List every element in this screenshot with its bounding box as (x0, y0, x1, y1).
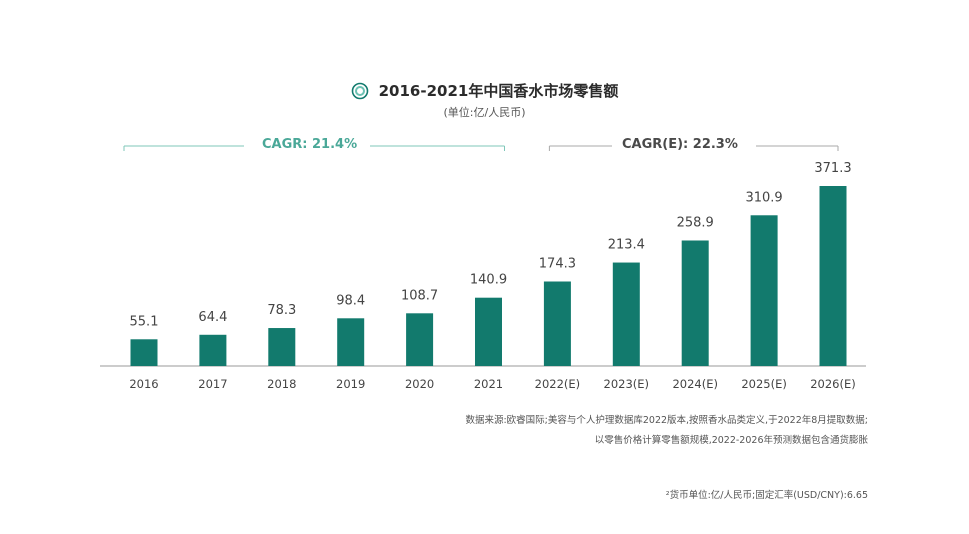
value-label-2023(E): 213.4 (608, 238, 645, 253)
x-tick-label-2019: 2019 (336, 377, 365, 391)
bar-2017 (199, 334, 227, 366)
footnote-currency: ²货币单位:亿/人民币;固定汇率(USD/CNY):6.65 (665, 490, 868, 501)
x-tick-label-2017: 2017 (198, 377, 227, 391)
value-label-2017: 64.4 (198, 310, 227, 325)
bar-2022(E) (543, 281, 571, 366)
value-label-2024(E): 258.9 (677, 215, 714, 230)
value-label-2025(E): 310.9 (745, 190, 782, 205)
bar-2019 (337, 318, 365, 366)
chart-title-block: 2016-2021年中国香水市场零售额 (0, 80, 969, 104)
bars-group (130, 186, 847, 366)
x-tick-label-2018: 2018 (267, 377, 296, 391)
footnote-source: 数据来源:欧睿国际;美容与个人护理数据库2022版本,按照香水品类定义,于202… (465, 415, 868, 426)
x-tick-labels-group: 2016 2017 2018 2019 2020 2021 2022(E) 2023(E) 20… (129, 377, 855, 391)
bar-2025(E) (750, 215, 778, 366)
value-label-2019: 98.4 (336, 293, 365, 308)
bar-2016 (130, 339, 158, 366)
x-tick-label-2020: 2020 (405, 377, 434, 391)
bar-2021 (475, 297, 502, 366)
bar-2024(E) (681, 240, 709, 366)
bar-2018 (268, 328, 296, 366)
cagr-forecast-label: CAGR(E): 22.3% (622, 137, 738, 152)
cagr-historical-label: CAGR: 21.4% (262, 137, 358, 152)
value-label-2021: 140.9 (470, 273, 507, 288)
x-tick-label-2025(E): 2025(E) (741, 377, 787, 391)
bar-2023(E) (612, 262, 640, 366)
chart-title: 2016-2021年中国香水市场零售额 (378, 82, 619, 100)
x-tick-label-2022(E): 2022(E) (535, 377, 581, 391)
x-tick-label-2023(E): 2023(E) (604, 377, 650, 391)
value-label-2020: 108.7 (401, 288, 438, 303)
cagr-brackets (123, 145, 839, 151)
value-labels-group: 55.1 64.4 78.3 98.4 108.7 140.9 174.3 213.4 258.… (130, 161, 852, 329)
value-label-2018: 78.3 (267, 303, 296, 318)
value-label-2026(E): 371.3 (814, 161, 851, 176)
value-label-2016: 55.1 (130, 314, 159, 329)
x-tick-label-2024(E): 2024(E) (672, 377, 718, 391)
cagr-historical-bracket (123, 145, 505, 151)
x-tick-label-2016: 2016 (129, 377, 158, 391)
x-tick-label-2026(E): 2026(E) (810, 377, 856, 391)
x-tick-label-2021: 2021 (474, 377, 503, 391)
bar-2020 (406, 313, 434, 366)
value-label-2022(E): 174.3 (539, 257, 576, 272)
concentric-circle-icon (351, 82, 368, 99)
cagr-forecast-bracket (548, 145, 839, 151)
footnote-method: 以零售价格计算零售额规模,2022-2026年预测数据包含通货膨胀 (594, 435, 868, 446)
chart-subtitle: (单位:亿/人民币) (443, 106, 526, 119)
bar-2026(E) (819, 186, 847, 366)
